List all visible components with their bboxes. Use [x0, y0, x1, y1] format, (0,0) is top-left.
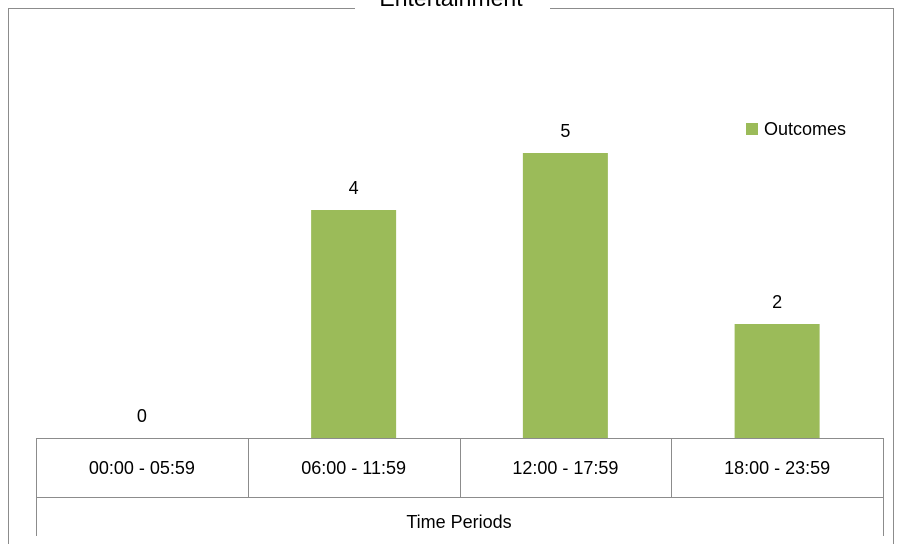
bars-group: [311, 153, 820, 438]
legend-label-outcomes: Outcomes: [764, 119, 846, 139]
data-labels-group: 0 4 5 2: [137, 121, 782, 426]
bar-06-00-11-59: [311, 210, 397, 438]
x-axis-title: Time Periods: [406, 512, 511, 532]
tick-label-12-00-17-59: 12:00 - 17:59: [512, 458, 618, 478]
tick-label-06-00-11-59: 06:00 - 11:59: [301, 458, 406, 478]
data-label-00-00-05-59: 0: [137, 406, 147, 426]
legend-swatch: [746, 123, 758, 135]
tick-label-18-00-23-59: 18:00 - 23:59: [724, 458, 830, 478]
title-mask: [355, 0, 550, 12]
data-label-06-00-11-59: 4: [349, 178, 359, 198]
legend: Outcomes: [746, 119, 846, 139]
data-label-18-00-23-59: 2: [772, 292, 782, 312]
category-axis-table: [36, 438, 884, 536]
tick-labels-group: 00:00 - 05:59 06:00 - 11:59 12:00 - 17:59 1…: [89, 458, 830, 478]
chart-title: Entertainment: [379, 0, 523, 11]
data-label-12-00-17-59: 5: [560, 121, 570, 141]
tick-label-00-00-05-59: 00:00 - 05:59: [89, 458, 195, 478]
bar-12-00-17-59: [522, 153, 608, 438]
bar-18-00-23-59: [734, 324, 820, 438]
